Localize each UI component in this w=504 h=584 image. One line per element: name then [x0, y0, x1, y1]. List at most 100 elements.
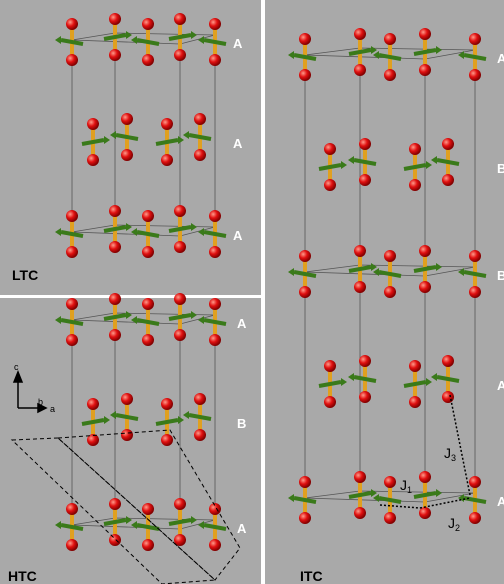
- atom: [409, 360, 421, 372]
- layer-label: A: [497, 378, 504, 393]
- atom: [359, 174, 371, 186]
- atom: [299, 512, 311, 524]
- atom: [109, 49, 121, 61]
- layer-label: A: [237, 316, 247, 331]
- atom: [121, 429, 133, 441]
- panel-htc: [0, 298, 261, 584]
- atom: [299, 69, 311, 81]
- layer-label: A: [233, 36, 243, 51]
- atom: [209, 210, 221, 222]
- atom: [324, 179, 336, 191]
- atom: [142, 298, 154, 310]
- atom: [209, 298, 221, 310]
- atom: [194, 393, 206, 405]
- atom: [442, 138, 454, 150]
- atom: [142, 54, 154, 66]
- atom: [66, 334, 78, 346]
- atom: [354, 281, 366, 293]
- layer-label: A: [497, 51, 504, 66]
- atom: [419, 28, 431, 40]
- atom: [121, 393, 133, 405]
- panel-label: HTC: [8, 568, 37, 584]
- atom: [87, 118, 99, 130]
- atom: [109, 241, 121, 253]
- atom: [66, 18, 78, 30]
- atom: [174, 498, 186, 510]
- layer-label: B: [497, 268, 504, 283]
- atom: [161, 118, 173, 130]
- axis-label: a: [50, 404, 55, 414]
- atom: [419, 245, 431, 257]
- atom: [299, 33, 311, 45]
- atom: [87, 154, 99, 166]
- atom: [174, 293, 186, 305]
- atom: [384, 250, 396, 262]
- atom: [354, 245, 366, 257]
- figure: c b a LTC HTC ITC J1 J2 J3 AAAABAABBAA: [0, 0, 504, 584]
- atom: [324, 360, 336, 372]
- atom: [109, 498, 121, 510]
- atom: [359, 391, 371, 403]
- atom: [209, 334, 221, 346]
- atom: [66, 210, 78, 222]
- atom: [469, 286, 481, 298]
- atom: [419, 471, 431, 483]
- atom: [469, 33, 481, 45]
- atom: [384, 69, 396, 81]
- atom: [209, 54, 221, 66]
- atom: [66, 246, 78, 258]
- atom: [161, 154, 173, 166]
- layer-label: A: [233, 228, 243, 243]
- layer-label: A: [237, 521, 247, 536]
- atom: [469, 476, 481, 488]
- layer-label: A: [497, 494, 504, 509]
- atom: [409, 179, 421, 191]
- atom: [324, 143, 336, 155]
- atom: [419, 64, 431, 76]
- atom: [442, 355, 454, 367]
- atom: [161, 398, 173, 410]
- atom: [194, 429, 206, 441]
- atom: [174, 13, 186, 25]
- atom: [109, 534, 121, 546]
- atom: [469, 250, 481, 262]
- layer-label: A: [233, 136, 243, 151]
- atom: [174, 205, 186, 217]
- atom: [409, 396, 421, 408]
- atom: [142, 539, 154, 551]
- atom: [142, 18, 154, 30]
- atom: [419, 507, 431, 519]
- atom: [121, 113, 133, 125]
- atom: [324, 396, 336, 408]
- atom: [299, 250, 311, 262]
- atom: [419, 281, 431, 293]
- panel-label: LTC: [12, 267, 38, 283]
- atom: [109, 293, 121, 305]
- panel-label: ITC: [300, 568, 323, 584]
- atom: [442, 174, 454, 186]
- atom: [194, 149, 206, 161]
- atom: [384, 33, 396, 45]
- atom: [142, 503, 154, 515]
- layer-label: B: [237, 416, 246, 431]
- atom: [174, 241, 186, 253]
- atom: [142, 246, 154, 258]
- atom: [469, 512, 481, 524]
- axis-label: c: [14, 362, 19, 372]
- atom: [109, 13, 121, 25]
- atom: [299, 286, 311, 298]
- atom: [469, 69, 481, 81]
- atom: [209, 503, 221, 515]
- axis-label: b: [38, 397, 43, 407]
- layer-label: B: [497, 161, 504, 176]
- atom: [66, 539, 78, 551]
- atom: [87, 398, 99, 410]
- atom: [384, 286, 396, 298]
- atom: [66, 54, 78, 66]
- atom: [142, 334, 154, 346]
- atom: [209, 539, 221, 551]
- atom: [354, 64, 366, 76]
- atom: [209, 246, 221, 258]
- atom: [109, 205, 121, 217]
- atom: [66, 298, 78, 310]
